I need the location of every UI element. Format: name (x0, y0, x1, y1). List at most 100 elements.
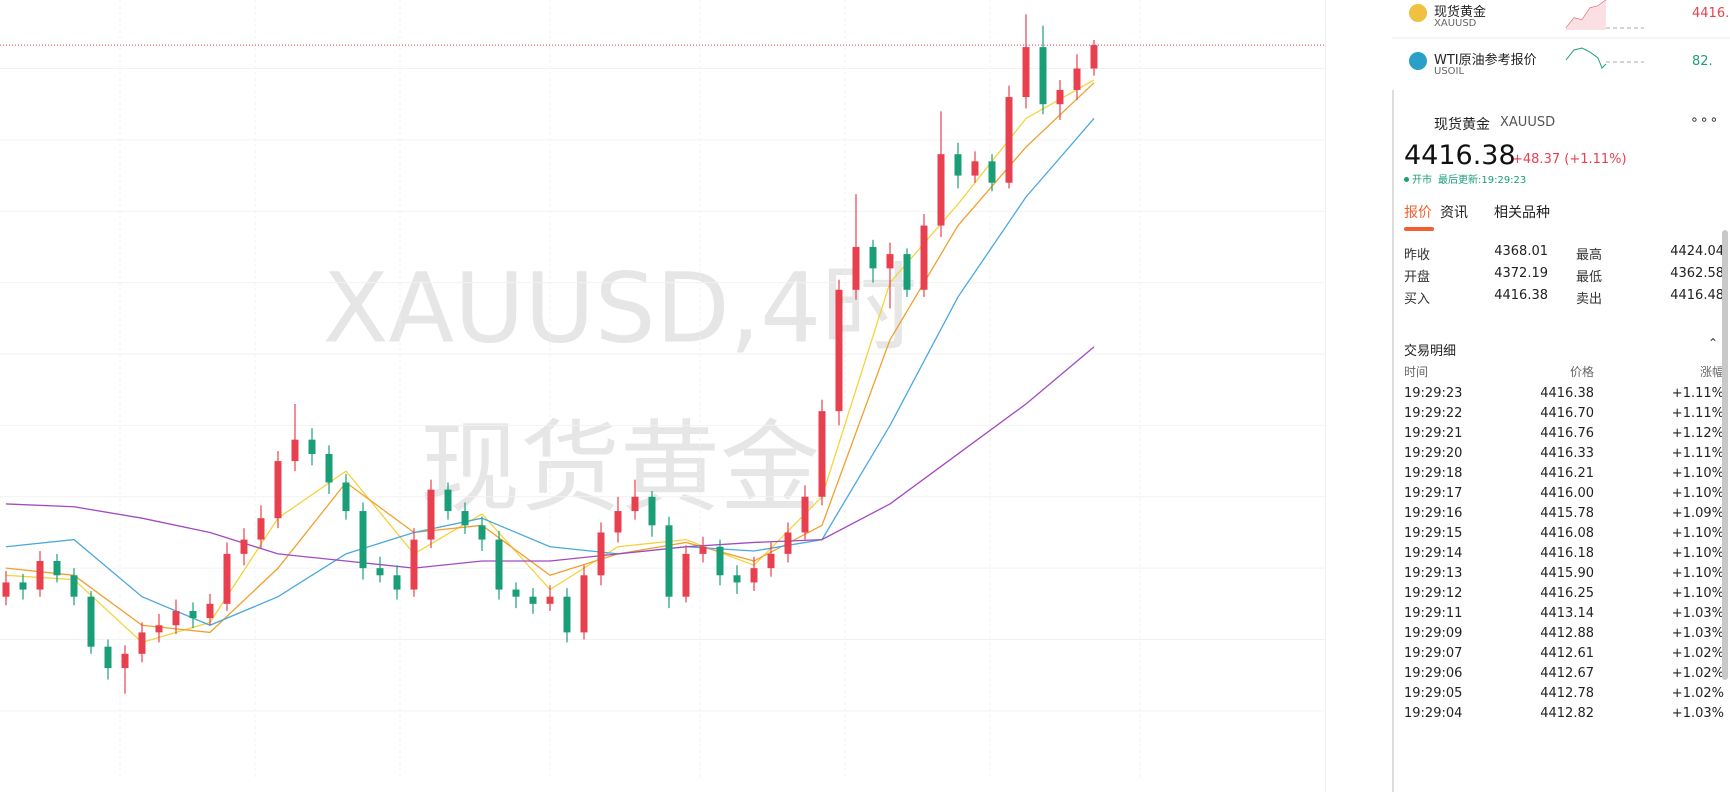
watchlist-icons (1392, 0, 1730, 70)
trade-cell: 19:29:13 (1404, 566, 1463, 581)
candle-body (614, 511, 622, 533)
side-panel: 现货黄金 XAUUSD 4416. WTI原油参考报价 USOIL 82. 现货黄金 XAUU… (1326, 0, 1730, 792)
candle-body (750, 568, 758, 583)
trade-cell: 19:29:04 (1404, 706, 1463, 721)
trade-cell: 19:29:20 (1404, 446, 1463, 461)
trade-cell: 4412.61 (1540, 646, 1594, 661)
candle-body (920, 225, 928, 290)
candle-body (478, 525, 486, 540)
tab-underline (1404, 227, 1434, 231)
tab[interactable]: 相关品种 (1494, 205, 1550, 221)
candle-body (546, 596, 554, 604)
candle-body (512, 589, 520, 597)
watch-price: 4416. (1692, 6, 1730, 21)
candle-body (308, 439, 316, 454)
stat-value: 4372.19 (1494, 266, 1548, 281)
trade-cell: +1.09% (1671, 506, 1724, 521)
stat-label: 卖出 (1576, 292, 1603, 307)
menu-dots: ∘∘∘ (1690, 112, 1720, 128)
candle-body (359, 511, 367, 569)
tab[interactable]: 资讯 (1440, 205, 1468, 221)
trade-cell: 4416.76 (1540, 426, 1594, 441)
trade-cell: 4416.00 (1540, 486, 1594, 501)
candle-body (2, 582, 10, 597)
trade-cell: 4412.88 (1540, 626, 1594, 641)
trade-cell: +1.02% (1671, 646, 1724, 661)
candle-body (240, 539, 248, 554)
candle-body (852, 246, 860, 290)
candle-body (580, 575, 588, 633)
watch-name: WTI原油参考报价 (1434, 53, 1537, 68)
quote-status: 开市 (1412, 175, 1432, 186)
candle-body (36, 561, 44, 590)
trade-cell: 4415.90 (1540, 566, 1594, 581)
trade-cell: 4412.82 (1540, 706, 1594, 721)
candle-body (257, 518, 265, 540)
trade-cell: +1.10% (1671, 546, 1724, 561)
candle-body (291, 439, 299, 462)
stat-label: 最高 (1576, 248, 1603, 263)
trade-cell: 19:29:06 (1404, 666, 1463, 681)
candle-body (410, 539, 418, 590)
candle-body (563, 596, 571, 633)
candle-body (104, 646, 112, 669)
candle-body (427, 489, 435, 540)
column-header: 时间 (1404, 365, 1429, 379)
watermark-title: XAUUSD,4时 (323, 252, 917, 364)
trade-cell: 4416.25 (1540, 586, 1594, 601)
candle-body (1056, 89, 1064, 105)
panel-border (1392, 90, 1394, 792)
quote-change: +48.37 (+1.11%) (1512, 152, 1627, 167)
watch-name: 现货黄金 (1434, 5, 1487, 20)
candle-body (495, 539, 503, 590)
stat-label: 昨收 (1404, 248, 1431, 263)
stat-value: 4416.48 (1670, 288, 1724, 303)
trade-cell: 4415.78 (1540, 506, 1594, 521)
candle-body (19, 582, 27, 590)
candle-body (461, 511, 469, 526)
stat-value: 4362.58 (1670, 266, 1724, 281)
candle-body (138, 632, 146, 654)
trade-cell: +1.12% (1671, 426, 1724, 441)
candle-body (1022, 47, 1030, 98)
candle-body (1073, 68, 1081, 90)
trade-cell: +1.10% (1671, 586, 1724, 601)
moving-average-line (5, 82, 1095, 634)
stat-label: 最低 (1576, 270, 1603, 285)
trades-title: 交易明细 (1404, 344, 1457, 359)
trade-cell: +1.10% (1671, 566, 1724, 581)
quote-updated: 最后更新:19:29:23 (1438, 175, 1527, 186)
candle-body (937, 154, 945, 226)
trade-cell: +1.03% (1671, 706, 1724, 721)
trade-cell: 4416.21 (1540, 466, 1594, 481)
candle-body (818, 411, 826, 497)
trade-cell: 19:29:22 (1404, 406, 1463, 421)
candle-body (1090, 45, 1098, 69)
stat-label: 开盘 (1404, 270, 1431, 285)
candle-body (971, 161, 979, 176)
candle-body (699, 546, 707, 554)
tab[interactable]: 报价 (1404, 205, 1432, 221)
candle-body (325, 453, 333, 483)
candle-body (274, 461, 282, 519)
trade-cell: 19:29:17 (1404, 486, 1463, 501)
moving-average-line (5, 346, 1095, 569)
watch-code: USOIL (1434, 66, 1465, 77)
watch-price: 82. (1692, 54, 1713, 69)
candle-body (903, 254, 911, 290)
candle-body (682, 553, 690, 597)
candle-body (529, 596, 537, 604)
chart: XAUUSD,4时 现货黄金 3950.004000.004050.004100… (0, 0, 1326, 792)
candle-body (53, 561, 61, 576)
candle-body (172, 610, 180, 626)
candle-body (342, 482, 350, 512)
watch-code: XAUUSD (1434, 18, 1477, 29)
candle-body (886, 254, 894, 269)
candle-body (87, 596, 95, 647)
trade-cell: +1.03% (1671, 606, 1724, 621)
moving-average-line (5, 118, 1095, 626)
trade-cell: 19:29:07 (1404, 646, 1463, 661)
trade-cell: 4413.14 (1540, 606, 1594, 621)
status-dot (1404, 177, 1409, 182)
candle-body (376, 568, 384, 576)
